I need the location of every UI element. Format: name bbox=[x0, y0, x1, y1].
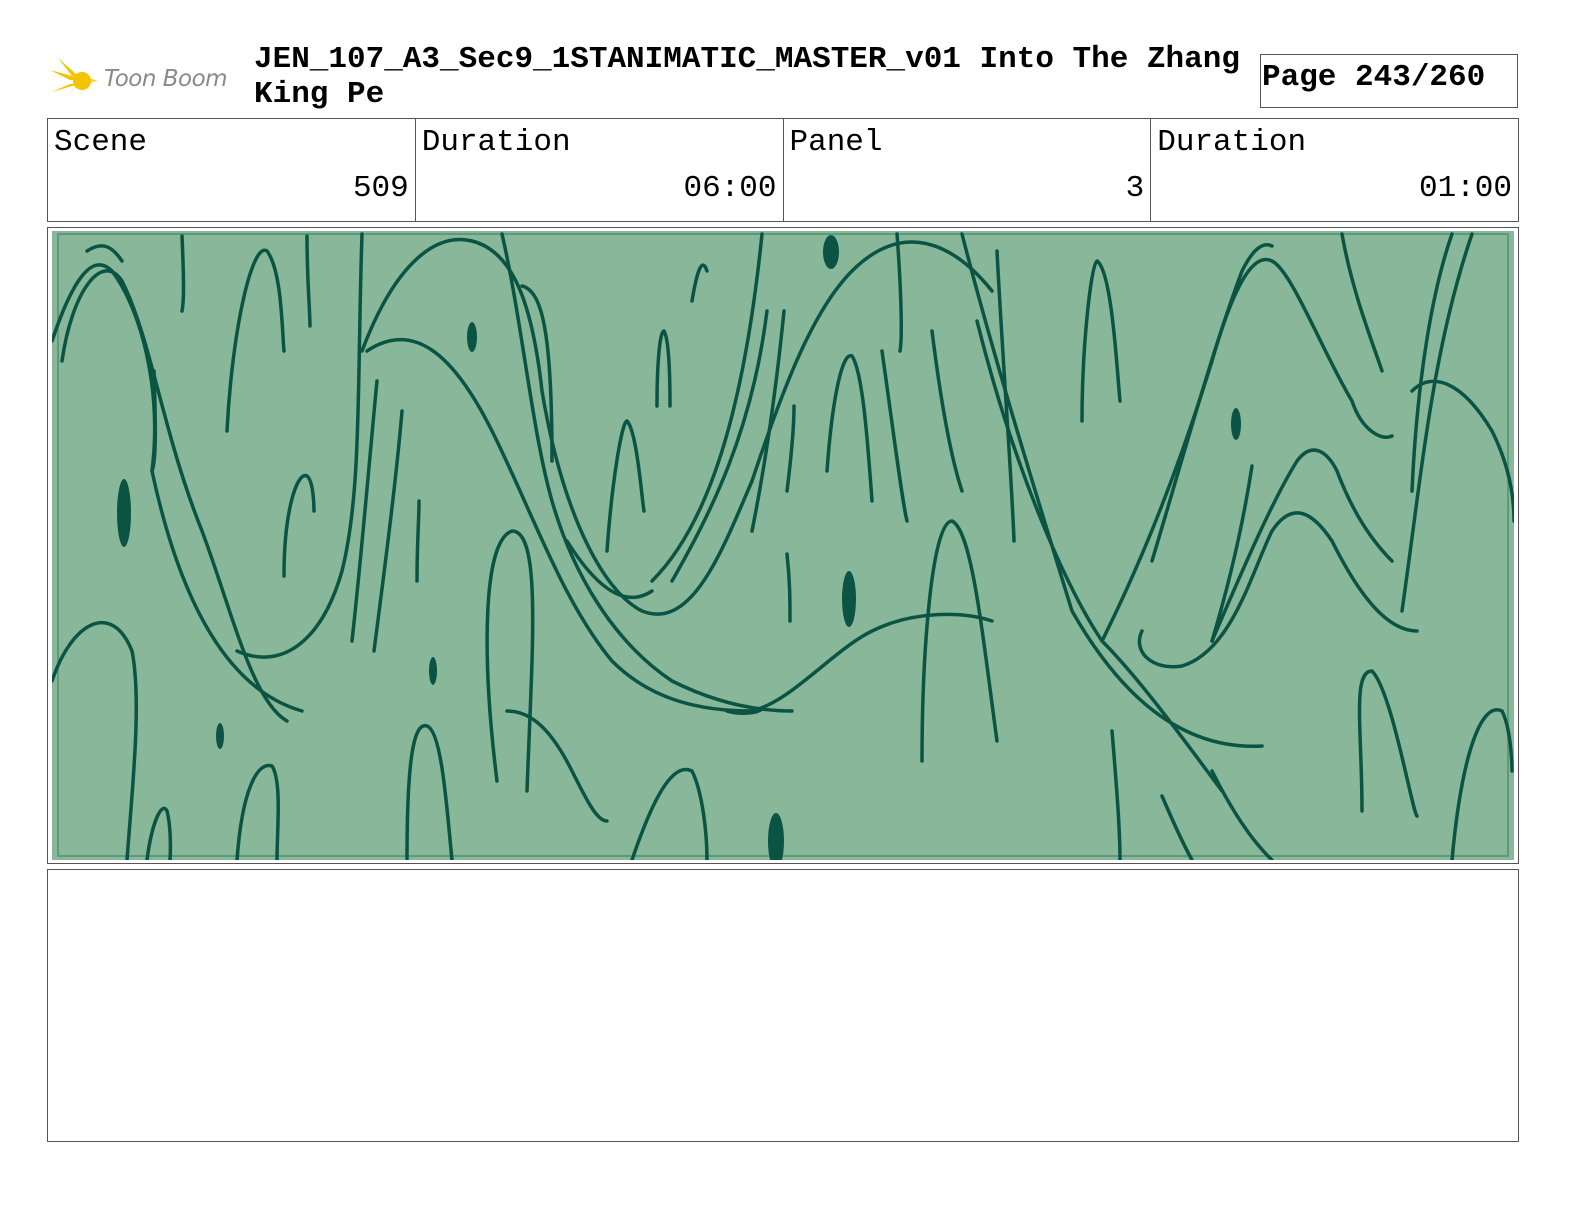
panel-duration-value: 01:00 bbox=[1418, 171, 1512, 206]
sketch-strokes bbox=[50, 232, 1516, 869]
toon-boom-logo: Toon Boom bbox=[50, 56, 240, 106]
panel-value: 3 bbox=[1125, 171, 1145, 206]
scene-value: 509 bbox=[352, 171, 409, 206]
panel-label: Panel bbox=[789, 125, 883, 160]
storyboard-panel bbox=[47, 227, 1519, 869]
page-number-box bbox=[1260, 54, 1518, 108]
panel-cell: Panel 3 bbox=[784, 119, 1152, 221]
scene-duration-label: Duration bbox=[421, 125, 571, 160]
document-title: JEN_107_A3_Sec9_1STANIMATIC_MASTER_v01 I… bbox=[254, 42, 1240, 112]
panel-duration-label: Duration bbox=[1157, 125, 1307, 160]
panel-drawing bbox=[50, 231, 1516, 869]
panel-info-table: Scene 509 Duration 06:00 Panel 3 Duratio… bbox=[47, 118, 1519, 222]
panel-duration-cell: Duration 01:00 bbox=[1151, 119, 1518, 221]
scene-duration-cell: Duration 06:00 bbox=[416, 119, 784, 221]
scene-label: Scene bbox=[54, 125, 148, 160]
starburst-icon bbox=[50, 58, 98, 104]
page-number: Page 243/260 bbox=[1262, 60, 1486, 95]
scene-duration-value: 06:00 bbox=[683, 171, 777, 206]
scene-cell: Scene 509 bbox=[48, 119, 416, 221]
logo-text: Toon Boom bbox=[104, 66, 228, 92]
caption-box bbox=[47, 869, 1519, 1142]
